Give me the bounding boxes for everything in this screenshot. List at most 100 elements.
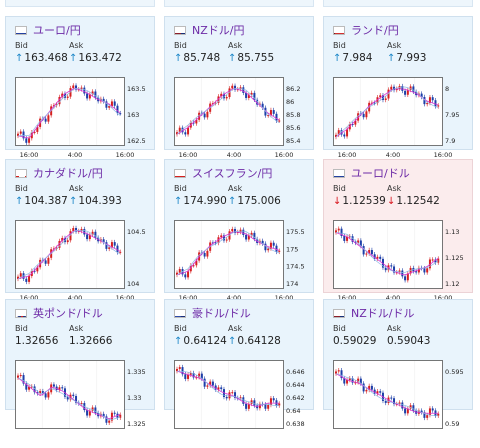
candle	[337, 130, 340, 135]
rate-card[interactable]: 英ポンド/ドル Bid Ask 1.32656 1.32666 1.335 1.33 1.32…	[5, 299, 155, 429]
arrow-up-icon: ↑	[228, 196, 237, 207]
rate-card[interactable]: 豪ドル/ドル Bid Ask ↑0.64124 ↑0.64128 0.646 0.644 0.…	[164, 299, 314, 429]
candle	[222, 93, 225, 99]
card-title: ユーロ/ドル	[333, 166, 410, 180]
currency-pair-link[interactable]: スイスフラン/円	[192, 167, 273, 180]
candle	[116, 105, 119, 114]
candle	[58, 240, 61, 248]
candle	[412, 405, 415, 411]
candle	[362, 113, 365, 118]
currency-pair-link[interactable]: NZドル/円	[192, 24, 245, 37]
candle	[404, 408, 407, 414]
bid-price: 85.748	[183, 52, 221, 64]
candle	[437, 413, 440, 416]
candle	[47, 392, 50, 398]
candle	[401, 402, 404, 409]
bid-value: ↑163.468	[15, 52, 68, 64]
eu-flag-icon	[333, 168, 345, 178]
bid-price: 0.64124	[183, 335, 227, 347]
price-chart[interactable]: 175.5 175 174.5 174 16:00 4:00 16:00	[174, 220, 305, 304]
candle	[376, 391, 379, 394]
ask-price: 0.59043	[387, 335, 431, 347]
price-chart[interactable]: 0.595 0.59	[333, 360, 464, 444]
candle	[28, 276, 31, 282]
candle	[348, 236, 351, 238]
candle	[272, 242, 275, 246]
rate-card[interactable]: ランド/円 Bid Ask ↑7.984 ↑7.993 8 7.95 7.9 16:00 4:00…	[323, 16, 473, 159]
currency-pair-link[interactable]: ユーロ/円	[33, 24, 81, 37]
bid-price: 7.984	[342, 52, 373, 64]
currency-pair-link[interactable]: 英ポンド/ドル	[33, 307, 103, 320]
candle	[437, 105, 440, 107]
arrow-up-icon: ↑	[333, 53, 342, 64]
moving-average-line	[176, 231, 280, 276]
candle	[426, 102, 429, 105]
currency-pair-link[interactable]: ランド/円	[351, 24, 399, 37]
price-chart[interactable]: 8 7.95 7.9 16:00 4:00 16:00	[333, 77, 464, 161]
candle	[116, 245, 119, 253]
candle	[36, 126, 39, 132]
x-tick-label: 16:00	[179, 151, 198, 159]
candle	[187, 127, 190, 135]
candle	[357, 378, 360, 383]
candle	[176, 368, 178, 372]
candle	[245, 92, 248, 98]
candle	[176, 132, 178, 135]
candle	[354, 120, 357, 125]
y-tick-label: 174.5	[286, 263, 305, 271]
candle	[379, 391, 382, 393]
card-top-edge-1	[5, 0, 155, 7]
candle	[178, 367, 181, 369]
rate-card[interactable]: NZドル/円 Bid Ask ↑85.748 ↑85.755 86.2 86 85.8 85.6…	[164, 16, 314, 159]
candle	[393, 86, 396, 91]
candle	[200, 373, 203, 379]
candle	[434, 259, 437, 263]
candle	[72, 394, 75, 397]
candle	[33, 270, 36, 272]
rate-card[interactable]: スイスフラン/円 Bid Ask ↑174.990 ↑175.006 175.5 175 17…	[164, 159, 314, 302]
candle	[108, 420, 111, 423]
ask-label: Ask	[228, 324, 243, 333]
rate-card[interactable]: ユーロ/ドル Bid Ask ↓1.12539 ↓1.12542 1.13 1.125 1.1…	[323, 159, 473, 302]
candle	[47, 257, 50, 264]
candle	[228, 392, 231, 399]
candle	[58, 387, 61, 391]
ask-value: ↑163.472	[69, 52, 122, 64]
rate-card[interactable]: NZドル/ドル Bid Ask 0.59029 0.59043 0.595 0.59	[323, 299, 473, 429]
price-chart[interactable]: 86.2 86 85.8 85.6 85.4 16:00 4:00 16:00	[174, 77, 305, 161]
candle	[66, 396, 69, 400]
candle	[269, 398, 272, 405]
y-tick-label: 163	[127, 111, 139, 119]
bid-price: 163.468	[24, 52, 68, 64]
candle	[195, 377, 198, 379]
price-chart[interactable]: 1.335 1.33 1.325	[15, 360, 146, 444]
candle	[108, 105, 111, 108]
card-title: 豪ドル/ドル	[174, 306, 251, 320]
y-tick-label: 7.9	[445, 137, 455, 145]
candle	[231, 392, 234, 394]
rate-card[interactable]: カナダドル/円 Bid Ask ↑104.387 ↑104.393 104.5 104 16:…	[5, 159, 155, 302]
price-chart[interactable]: 104.5 104 16:00 4:00 16:00	[15, 220, 146, 304]
candle	[203, 252, 206, 257]
candle	[72, 85, 75, 89]
candle	[195, 119, 198, 124]
currency-pair-link[interactable]: NZドル/ドル	[351, 307, 415, 320]
candle	[192, 373, 195, 378]
candle	[256, 99, 259, 105]
currency-pair-link[interactable]: カナダドル/円	[33, 167, 103, 180]
x-tick-label: 16:00	[338, 294, 357, 302]
candle	[390, 265, 393, 267]
price-chart[interactable]: 163.5 163 162.5 16:00 4:00 16:00	[15, 77, 146, 161]
bid-value: ↑174.990	[174, 195, 227, 207]
candle	[211, 242, 214, 244]
candle	[66, 240, 69, 243]
candle	[17, 133, 19, 136]
price-chart[interactable]: 0.646 0.644 0.642 0.64 0.638	[174, 360, 305, 444]
currency-pair-link[interactable]: ユーロ/ドル	[351, 167, 410, 180]
bid-value: ↑7.984	[333, 52, 372, 64]
arrow-up-icon: ↑	[174, 336, 183, 347]
rate-card[interactable]: ユーロ/円 Bid Ask ↑163.468 ↑163.472 163.5 163 162.5…	[5, 16, 155, 159]
price-chart[interactable]: 1.13 1.125 1.12 16:00 4:00 16:00	[333, 220, 464, 304]
candle	[39, 259, 42, 268]
currency-pair-link[interactable]: 豪ドル/ドル	[192, 307, 251, 320]
